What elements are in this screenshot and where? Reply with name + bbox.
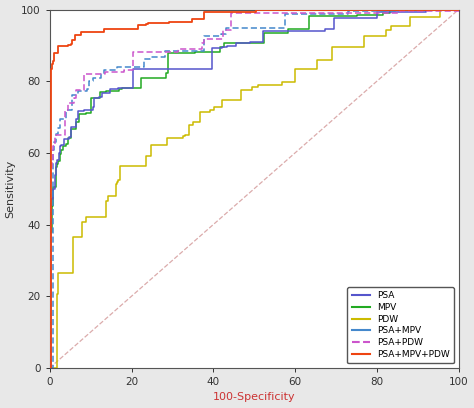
PSA+PDW (175, 46, 181, 51)
PSA+MPV (60, 116, 66, 121)
PDW (70, 234, 75, 239)
Y-axis label: Sensitivity: Sensitivity (6, 160, 16, 218)
PSA+MPV+PDW (54, 50, 60, 55)
PSA (372, 16, 378, 20)
PDW (361, 34, 367, 39)
MPV (306, 13, 311, 18)
PSA+PDW (228, 28, 234, 33)
PSA (81, 108, 86, 113)
PSA+MPV (456, 7, 462, 12)
PDW (456, 7, 462, 12)
PSA+MPV+PDW (122, 27, 128, 32)
Line: PSA: PSA (50, 9, 459, 368)
PSA (47, 366, 53, 370)
PSA+PDW (47, 366, 53, 370)
MPV (388, 7, 393, 12)
PDW (168, 135, 173, 140)
Line: PSA+MPV: PSA+MPV (50, 9, 459, 368)
MPV (53, 184, 58, 189)
MPV (50, 188, 55, 193)
PSA+PDW (179, 46, 184, 51)
Line: PSA+MPV+PDW: PSA+MPV+PDW (50, 9, 459, 368)
MPV (456, 7, 462, 12)
PSA (456, 7, 462, 12)
PDW (79, 234, 85, 239)
PSA+MPV+PDW (48, 366, 54, 370)
PSA+MPV (114, 67, 119, 72)
PSA (456, 7, 462, 12)
PDW (437, 7, 442, 12)
PDW (291, 79, 296, 84)
PSA+MPV (88, 79, 93, 84)
PSA+MPV+PDW (254, 7, 259, 12)
MPV (79, 112, 84, 117)
Line: MPV: MPV (50, 9, 459, 368)
X-axis label: 100-Specificity: 100-Specificity (213, 392, 295, 402)
PSA+MPV+PDW (55, 44, 61, 49)
Line: PDW: PDW (50, 9, 459, 368)
PSA+PDW (354, 11, 360, 16)
PSA+PDW (456, 7, 462, 12)
PDW (47, 366, 53, 370)
PSA+MPV (100, 72, 106, 77)
PSA+MPV (51, 366, 56, 370)
PSA+MPV+PDW (456, 7, 462, 12)
PSA+MPV (47, 366, 53, 370)
PSA+MPV+PDW (94, 29, 100, 34)
PSA+MPV+PDW (76, 33, 82, 38)
MPV (184, 50, 190, 55)
Line: PSA+PDW: PSA+PDW (50, 9, 459, 368)
Legend: PSA, MPV, PDW, PSA+MPV, PSA+PDW, PSA+MPV+PDW: PSA, MPV, PDW, PSA+MPV, PSA+PDW, PSA+MPV… (347, 287, 454, 364)
PSA+MPV+PDW (47, 366, 53, 370)
PDW (113, 182, 118, 186)
PSA (423, 7, 428, 12)
PSA (331, 27, 337, 32)
PSA+PDW (71, 100, 77, 105)
PSA+PDW (389, 11, 395, 16)
MPV (47, 366, 53, 370)
PSA+MPV (69, 105, 74, 110)
MPV (58, 147, 64, 152)
PSA (389, 10, 394, 15)
PSA (260, 28, 265, 33)
